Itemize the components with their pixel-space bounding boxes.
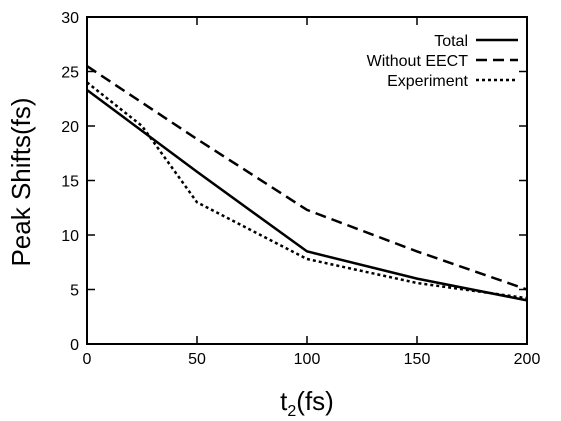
y-tick-label-25: 25: [61, 65, 79, 82]
y-tick-label-10: 10: [61, 228, 79, 245]
legend: Total Without EECT Experiment: [367, 33, 518, 90]
y-tick-label-30: 30: [61, 10, 79, 27]
x-tick-label-0: 0: [83, 351, 92, 368]
legend-label-0: Total: [434, 33, 468, 50]
y-tick-label-0: 0: [70, 337, 79, 354]
x-axis-title: t2(fs): [280, 386, 334, 420]
x-axis-title-main: t: [280, 386, 288, 416]
legend-label-2: Experiment: [387, 73, 468, 90]
x-tick-label-150: 150: [404, 351, 431, 368]
x-tick-label-50: 50: [188, 351, 206, 368]
y-tick-label-5: 5: [70, 283, 79, 300]
series-line-1: [86, 65, 528, 291]
y-tick-label-15: 15: [61, 174, 79, 191]
y-tick-label-20: 20: [61, 119, 79, 136]
x-axis-title-rest: (fs): [296, 386, 334, 416]
x-tick-label-200: 200: [514, 351, 541, 368]
x-axis-title-subscript: 2: [287, 403, 296, 420]
axis-ticks: 0 5 10 15 20 25 30 0 50 100 150 200: [61, 10, 540, 368]
y-axis-title: Peak Shifts(fs): [6, 97, 36, 266]
x-tick-label-100: 100: [294, 351, 321, 368]
series-layer: [86, 65, 528, 302]
series-line-0: [86, 88, 528, 302]
legend-label-1: Without EECT: [367, 53, 469, 70]
